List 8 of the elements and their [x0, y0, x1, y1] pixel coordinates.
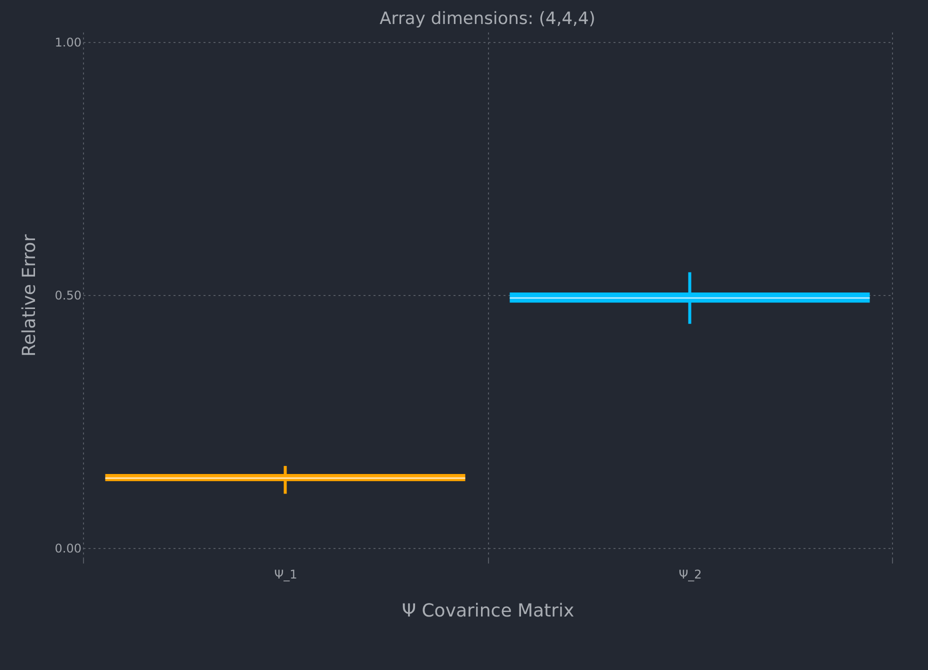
y-tick-label: 1.00 — [54, 36, 82, 50]
x-tick-label: Ψ_2 — [678, 568, 702, 582]
y-tick-label: 0.50 — [54, 288, 82, 302]
x-axis-title: Ψ Covarince Matrix — [402, 600, 575, 622]
y-axis-title: Relative Error — [18, 234, 40, 357]
x-tick-label: Ψ_1 — [274, 568, 298, 582]
chart-title: Array dimensions: (4,4,4) — [380, 9, 596, 29]
y-tick-label: 0.00 — [54, 541, 82, 556]
